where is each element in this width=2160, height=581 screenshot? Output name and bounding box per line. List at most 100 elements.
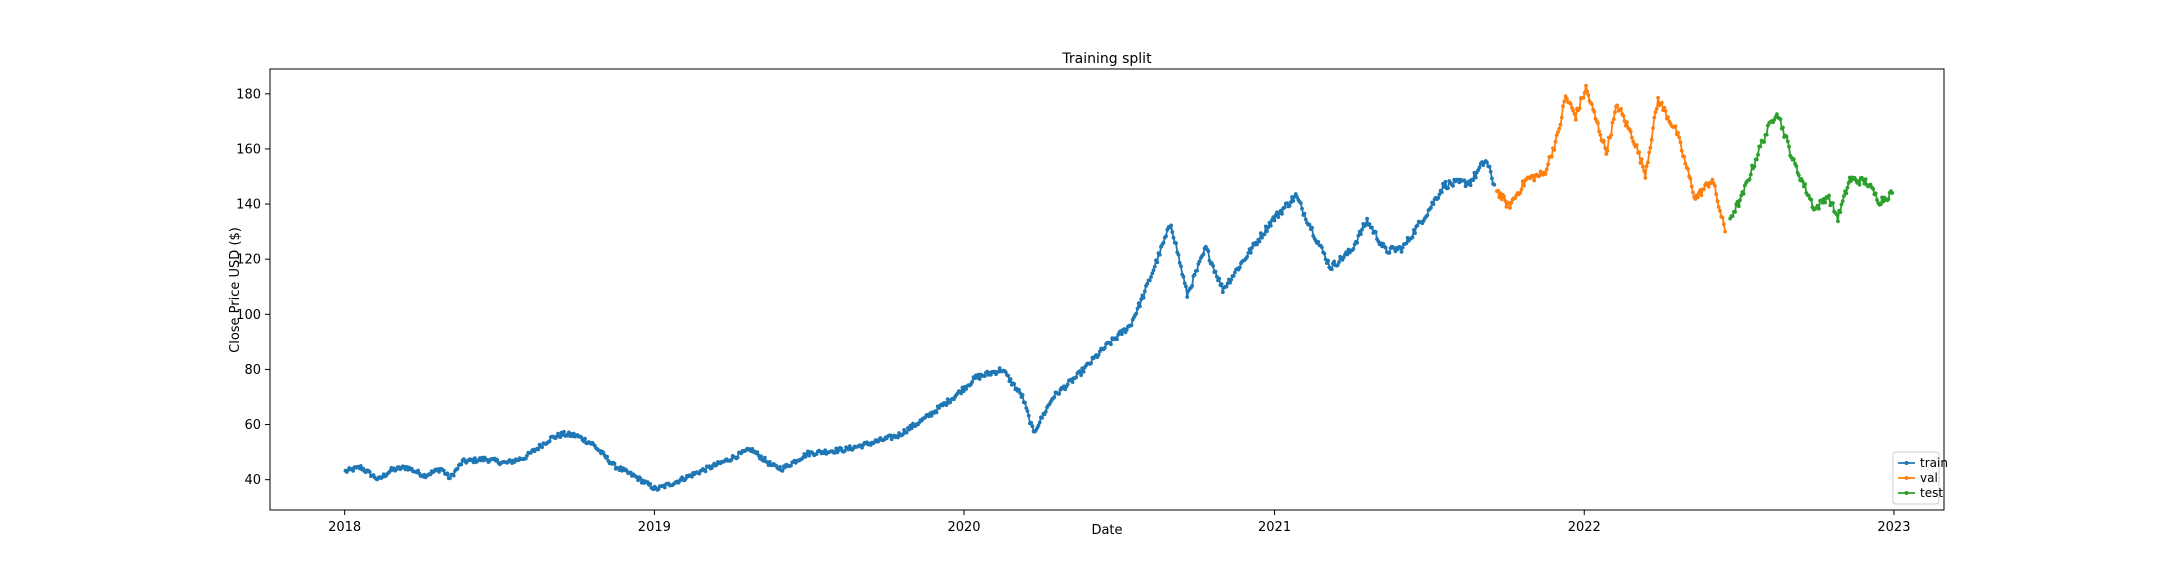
data-point-train — [656, 487, 661, 492]
data-point-val — [1678, 140, 1683, 145]
data-point-train — [1231, 274, 1236, 278]
y-tick-label: 80 — [244, 363, 261, 378]
data-point-train — [1025, 409, 1030, 413]
data-point-val — [1496, 188, 1500, 193]
data-point-test — [1784, 134, 1789, 139]
data-point-val — [1623, 123, 1628, 128]
data-point-val — [1621, 113, 1626, 118]
data-point-train — [562, 429, 566, 434]
x-tick-label: 2019 — [638, 520, 671, 535]
legend-label-val: val — [1920, 471, 1938, 485]
data-point-train — [934, 410, 939, 415]
data-point-val — [1502, 194, 1506, 199]
data-point-val — [1499, 197, 1504, 202]
data-point-train — [1437, 192, 1442, 197]
data-point-train — [847, 444, 852, 448]
data-point-train — [547, 439, 552, 444]
data-point-train — [1272, 218, 1277, 223]
data-point-train — [755, 450, 760, 455]
data-point-test — [1845, 185, 1850, 190]
y-tick-label: 160 — [236, 142, 261, 157]
data-point-train — [459, 462, 464, 467]
data-point-val — [1679, 148, 1684, 153]
data-point-train — [1410, 235, 1415, 240]
data-point-train — [1184, 284, 1188, 289]
data-point-val — [1586, 93, 1591, 97]
data-point-train — [523, 456, 528, 461]
data-point-val — [1577, 106, 1582, 111]
data-point-train — [1488, 169, 1493, 174]
data-point-test — [1775, 112, 1779, 116]
data-point-val — [1652, 115, 1657, 120]
data-point-val — [1643, 176, 1648, 180]
data-point-test — [1733, 210, 1737, 214]
data-point-test — [1838, 210, 1843, 215]
data-point-val — [1552, 148, 1557, 152]
data-point-test — [1778, 117, 1783, 122]
chart-title: Training split — [1061, 51, 1152, 67]
data-point-train — [703, 469, 708, 474]
data-point-train — [1316, 239, 1321, 244]
data-point-train — [495, 457, 499, 462]
data-point-train — [1077, 369, 1082, 373]
data-point-test — [1803, 182, 1807, 187]
data-point-train — [1265, 229, 1269, 234]
data-point-val — [1543, 172, 1548, 176]
x-tick-label: 2022 — [1568, 520, 1601, 535]
data-point-train — [1217, 276, 1222, 281]
data-point-val — [1716, 205, 1721, 209]
data-point-test — [1817, 206, 1821, 211]
data-point-train — [904, 430, 909, 435]
data-point-train — [1174, 241, 1178, 246]
data-point-test — [1839, 202, 1844, 207]
data-point-train — [1399, 250, 1404, 254]
data-point-train — [1220, 290, 1225, 295]
data-point-train — [1182, 281, 1187, 286]
data-point-train — [1411, 228, 1416, 232]
data-point-train — [1329, 267, 1334, 272]
data-point-val — [1598, 133, 1603, 137]
data-point-train — [997, 366, 1002, 371]
data-point-train — [1161, 240, 1166, 245]
data-point-train — [1020, 393, 1025, 397]
data-point-train — [1367, 222, 1372, 226]
data-point-val — [1720, 215, 1725, 220]
data-point-train — [843, 449, 847, 453]
data-point-test — [1730, 214, 1735, 219]
data-point-val — [1504, 205, 1509, 209]
data-point-train — [1262, 232, 1267, 237]
data-point-train — [1164, 234, 1168, 239]
data-point-val — [1581, 96, 1586, 100]
data-point-val — [1715, 199, 1720, 204]
x-tick-label: 2023 — [1877, 520, 1910, 535]
data-point-val — [1639, 157, 1644, 162]
data-point-train — [1359, 232, 1363, 237]
data-point-train — [1124, 328, 1129, 332]
data-point-val — [1584, 83, 1588, 88]
data-point-train — [583, 436, 587, 441]
data-point-train — [1155, 260, 1160, 265]
data-point-train — [1303, 217, 1308, 222]
data-point-test — [1791, 157, 1796, 161]
data-point-train — [1171, 235, 1176, 240]
data-point-train — [977, 377, 982, 381]
y-tick-label: 140 — [236, 198, 261, 213]
data-point-train — [1026, 413, 1031, 418]
data-point-train — [1326, 258, 1330, 263]
data-point-train — [1492, 182, 1497, 187]
data-point-train — [437, 470, 441, 474]
data-point-val — [1634, 143, 1639, 148]
data-point-train — [1293, 192, 1298, 196]
data-point-val — [1602, 138, 1606, 143]
data-point-val — [1572, 111, 1577, 116]
data-point-test — [1840, 199, 1845, 204]
data-point-val — [1706, 184, 1711, 189]
data-point-train — [1029, 420, 1034, 425]
legend-label-test: test — [1920, 486, 1943, 500]
data-point-train — [448, 476, 452, 481]
data-point-train — [948, 400, 952, 405]
data-point-val — [1544, 167, 1549, 172]
data-point-train — [1436, 196, 1441, 200]
data-point-train — [1219, 282, 1224, 286]
